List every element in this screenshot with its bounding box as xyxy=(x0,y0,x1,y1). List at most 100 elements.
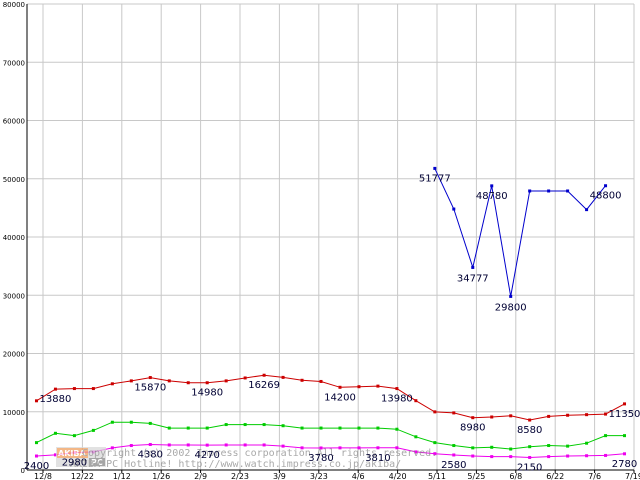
data-point xyxy=(34,441,38,445)
x-tick-label: 12/22 xyxy=(71,472,94,480)
data-point xyxy=(395,446,399,450)
data-point xyxy=(604,184,608,188)
data-point xyxy=(490,455,494,459)
data-point xyxy=(243,376,247,380)
data-point xyxy=(53,453,57,457)
grid-lines xyxy=(27,3,635,473)
data-point xyxy=(167,426,171,430)
data-point xyxy=(167,443,171,447)
data-point xyxy=(604,453,608,457)
data-point xyxy=(148,442,152,446)
data-point xyxy=(91,428,95,432)
y-tick-label: 70000 xyxy=(3,59,25,67)
data-label: 13980 xyxy=(381,394,413,405)
data-label: 51777 xyxy=(419,173,451,184)
data-point xyxy=(72,434,76,438)
data-point xyxy=(547,414,551,418)
data-label: 48780 xyxy=(476,191,508,202)
x-tick-label: 3/23 xyxy=(310,472,328,480)
data-point xyxy=(262,443,266,447)
data-label: 2780 xyxy=(612,459,637,470)
x-tick-label: 2/9 xyxy=(194,472,207,480)
x-tick-label: 5/11 xyxy=(428,472,446,480)
data-point xyxy=(471,446,475,450)
data-label: 11350 xyxy=(609,409,640,420)
watermark-logo-right: PC xyxy=(91,458,103,467)
data-point xyxy=(53,431,57,435)
data-point xyxy=(319,446,323,450)
data-point xyxy=(262,423,266,427)
data-label: 4270 xyxy=(194,450,219,461)
data-label: 8980 xyxy=(460,423,485,434)
data-point xyxy=(547,455,551,459)
data-labels: 13880 15870 14980 16269 14200 13980 8980 8580 11… xyxy=(24,173,640,473)
data-point xyxy=(585,441,589,445)
data-point xyxy=(528,455,532,459)
y-tick-label: 10000 xyxy=(3,409,25,417)
data-point xyxy=(205,381,209,385)
data-label: 14200 xyxy=(324,392,356,403)
logo-right-block xyxy=(89,458,105,466)
data-point xyxy=(414,399,418,403)
y-tick-labels: 0 10000 20000 30000 40000 50000 60000 70000 8000… xyxy=(3,1,25,475)
data-point xyxy=(433,441,437,445)
data-point xyxy=(34,399,38,403)
data-point xyxy=(490,415,494,419)
data-point xyxy=(452,453,456,457)
y-tick-label: 80000 xyxy=(3,1,25,9)
data-label: 14980 xyxy=(191,388,223,399)
data-point xyxy=(566,413,570,417)
x-tick-label: 4/6 xyxy=(352,472,365,480)
data-label: 4380 xyxy=(138,449,163,460)
x-tick-label: 12/8 xyxy=(34,472,52,480)
data-point xyxy=(528,418,532,422)
x-tick-label: 1/26 xyxy=(152,472,170,480)
watermark-line-2: AKIBA PC Hotline! http://www.watch.impre… xyxy=(70,459,401,470)
y-tick-label: 20000 xyxy=(3,351,25,359)
x-tick-label: 4/20 xyxy=(389,472,407,480)
data-label: 34777 xyxy=(457,273,489,284)
data-point xyxy=(357,385,361,389)
data-point xyxy=(148,421,152,425)
data-label: 2400 xyxy=(24,461,49,472)
data-point xyxy=(167,379,171,383)
x-tick-label: 7/6 xyxy=(588,472,601,480)
y-tick-label: 50000 xyxy=(3,176,25,184)
data-label: 48800 xyxy=(590,191,622,202)
data-point xyxy=(585,454,589,458)
data-point xyxy=(414,435,418,439)
x-tick-labels: 12/8 12/22 1/12 1/26 2/9 2/23 3/9 3/23 4/6 4/20 5/… xyxy=(34,472,640,480)
data-point xyxy=(395,387,399,391)
watermark-logo-left: AKIBA xyxy=(58,449,86,458)
data-point xyxy=(224,423,228,427)
data-point xyxy=(300,378,304,382)
data-point xyxy=(471,265,475,269)
data-point xyxy=(110,382,114,386)
data-label: 13880 xyxy=(40,394,72,405)
data-point xyxy=(547,189,551,193)
data-point xyxy=(376,384,380,388)
data-point xyxy=(509,455,513,459)
x-tick-label: 3/9 xyxy=(273,472,286,480)
data-point xyxy=(148,376,152,380)
data-label: 3810 xyxy=(365,453,390,464)
data-point xyxy=(129,444,133,448)
data-point xyxy=(566,454,570,458)
data-point xyxy=(338,426,342,430)
data-point xyxy=(338,385,342,389)
data-point xyxy=(224,443,228,447)
data-point xyxy=(566,189,570,193)
series-line xyxy=(434,168,606,297)
data-point xyxy=(471,416,475,420)
copyright-watermark: AKIBA PC Copyright (c) 2002 Impress corp… xyxy=(56,447,437,470)
y-tick-label: 0 xyxy=(21,467,25,475)
data-point xyxy=(53,387,57,391)
data-point xyxy=(319,426,323,430)
data-point xyxy=(186,443,190,447)
data-label: 16269 xyxy=(248,380,280,391)
data-point xyxy=(376,446,380,450)
data-point xyxy=(281,444,285,448)
data-point xyxy=(34,454,38,458)
data-point xyxy=(623,402,627,406)
data-point xyxy=(91,387,95,391)
